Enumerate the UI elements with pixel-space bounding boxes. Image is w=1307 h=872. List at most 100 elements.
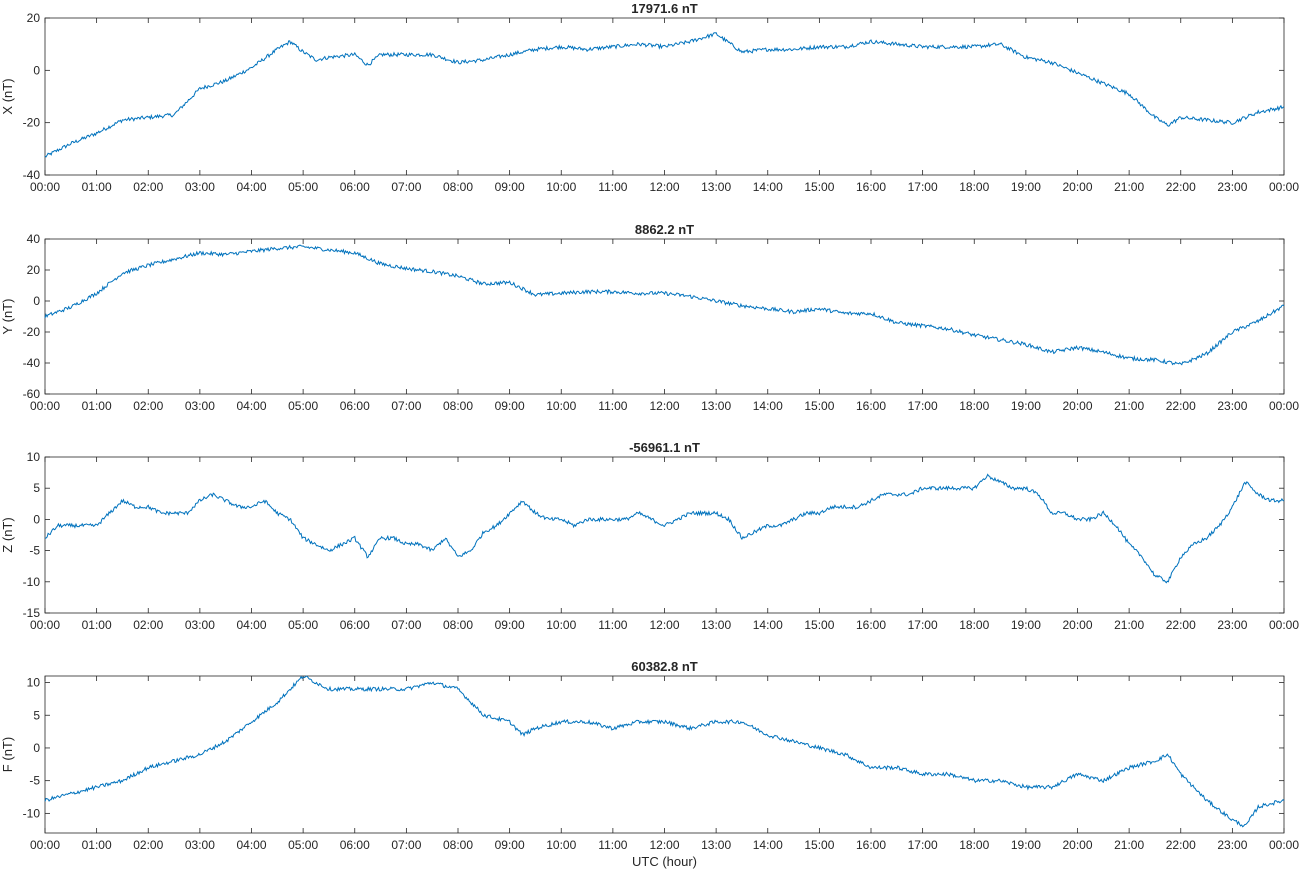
x-tick-label: 04:00 xyxy=(236,838,266,852)
x-tick-label: 16:00 xyxy=(856,399,886,413)
series-line xyxy=(44,31,1285,158)
x-tick-label: 21:00 xyxy=(1114,838,1144,852)
x-tick-label: 22:00 xyxy=(1166,838,1196,852)
panel-4: 00:00 01:00 02:00 03:00 04:00 05:00 06:00 07:00… xyxy=(0,659,1299,852)
x-tick-label: 05:00 xyxy=(288,618,318,632)
x-tick-label: 13:00 xyxy=(701,399,731,413)
panel-title: 8862.2 nT xyxy=(635,222,694,237)
x-tick-label: 17:00 xyxy=(908,180,938,194)
x-tick-label: 12:00 xyxy=(649,618,679,632)
x-tick-label: 07:00 xyxy=(391,399,421,413)
y-tick-label: -60 xyxy=(23,387,41,401)
x-tick-label: 10:00 xyxy=(546,399,576,413)
y-tick-label: -20 xyxy=(23,116,41,130)
panel-3: 00:00 01:00 02:00 03:00 04:00 05:00 06:00 07:00… xyxy=(0,440,1299,632)
x-tick-label: 14:00 xyxy=(753,399,783,413)
x-tick-label: 00:00 xyxy=(30,838,60,852)
x-tick-label: 22:00 xyxy=(1166,399,1196,413)
x-tick-label: 18:00 xyxy=(959,399,989,413)
y-tick-label: 20 xyxy=(27,11,41,25)
x-tick-label: 02:00 xyxy=(133,180,163,194)
x-tick-label: 06:00 xyxy=(340,399,370,413)
x-tick-label: 04:00 xyxy=(236,618,266,632)
x-tick-label: 22:00 xyxy=(1166,180,1196,194)
plot-frame xyxy=(44,17,1285,176)
x-tick-label: 00:00 xyxy=(1269,838,1299,852)
x-tick-label: 13:00 xyxy=(701,180,731,194)
x-tick-label: 14:00 xyxy=(753,180,783,194)
x-tick-label: 19:00 xyxy=(1011,618,1041,632)
x-tick-label: 11:00 xyxy=(598,399,627,413)
y-axis-label: Y (nT) xyxy=(0,299,15,335)
x-tick-label: 14:00 xyxy=(753,838,783,852)
x-tick-label: 07:00 xyxy=(391,618,421,632)
x-tick-label: 06:00 xyxy=(340,838,370,852)
x-tick-label: 09:00 xyxy=(495,838,525,852)
x-tick-label: 00:00 xyxy=(1269,399,1299,413)
y-tick-label: 0 xyxy=(33,512,40,526)
x-tick-label: 23:00 xyxy=(1217,838,1247,852)
x-tick-label: 08:00 xyxy=(443,399,473,413)
x-tick-label: 09:00 xyxy=(495,399,525,413)
series-line xyxy=(45,473,1285,584)
x-tick-label: 21:00 xyxy=(1114,618,1144,632)
y-axis-label: Z (nT) xyxy=(0,517,15,552)
y-tick-label: 0 xyxy=(33,294,40,308)
x-tick-label: 05:00 xyxy=(288,180,318,194)
x-tick-label: 19:00 xyxy=(1011,180,1041,194)
x-tick-label: 18:00 xyxy=(959,618,989,632)
plot-frame xyxy=(44,675,1285,834)
y-tick-label: -5 xyxy=(29,774,40,788)
x-tick-label: 03:00 xyxy=(185,399,215,413)
y-tick-label: -20 xyxy=(23,325,41,339)
x-tick-label: 11:00 xyxy=(598,180,627,194)
x-tick-label: 05:00 xyxy=(288,399,318,413)
x-tick-label: 11:00 xyxy=(598,838,627,852)
x-tick-label: 19:00 xyxy=(1011,838,1041,852)
x-tick-label: 03:00 xyxy=(185,838,215,852)
x-tick-label: 20:00 xyxy=(1062,838,1092,852)
panel-title: 60382.8 nT xyxy=(631,659,698,674)
x-tick-label: 20:00 xyxy=(1062,618,1092,632)
x-tick-label: 08:00 xyxy=(443,618,473,632)
y-tick-label: 10 xyxy=(27,450,41,464)
x-tick-label: 21:00 xyxy=(1114,399,1144,413)
x-axis-label: UTC (hour) xyxy=(632,854,697,869)
y-axis-label: F (nT) xyxy=(0,737,15,772)
x-tick-label: 15:00 xyxy=(804,399,834,413)
x-tick-label: 15:00 xyxy=(804,618,834,632)
y-tick-label: 10 xyxy=(27,676,41,690)
plot-frame xyxy=(44,238,1285,395)
x-tick-label: 16:00 xyxy=(856,180,886,194)
x-tick-label: 04:00 xyxy=(236,399,266,413)
series-line xyxy=(44,244,1285,366)
x-tick-label: 23:00 xyxy=(1217,399,1247,413)
y-tick-label: 0 xyxy=(33,63,40,77)
x-tick-label: 08:00 xyxy=(443,180,473,194)
x-tick-label: 09:00 xyxy=(495,180,525,194)
x-tick-label: 01:00 xyxy=(82,838,112,852)
x-tick-label: 15:00 xyxy=(804,838,834,852)
y-tick-label: 5 xyxy=(33,708,40,722)
x-tick-label: 23:00 xyxy=(1217,180,1247,194)
x-tick-label: 23:00 xyxy=(1217,618,1247,632)
y-tick-label: -15 xyxy=(23,606,41,620)
x-tick-label: 18:00 xyxy=(959,838,989,852)
x-tick-label: 16:00 xyxy=(856,618,886,632)
x-tick-label: 15:00 xyxy=(804,180,834,194)
y-tick-label: -10 xyxy=(23,806,41,820)
y-tick-label: -40 xyxy=(23,168,41,182)
x-tick-label: 03:00 xyxy=(185,618,215,632)
x-tick-label: 20:00 xyxy=(1062,399,1092,413)
x-tick-label: 00:00 xyxy=(30,618,60,632)
x-tick-label: 22:00 xyxy=(1166,618,1196,632)
x-tick-label: 12:00 xyxy=(649,180,679,194)
x-tick-label: 18:00 xyxy=(959,180,989,194)
y-tick-label: -40 xyxy=(23,356,41,370)
x-tick-label: 12:00 xyxy=(649,399,679,413)
x-tick-label: 02:00 xyxy=(133,399,163,413)
x-tick-label: 12:00 xyxy=(649,838,679,852)
x-tick-label: 03:00 xyxy=(185,180,215,194)
x-tick-label: 10:00 xyxy=(546,838,576,852)
